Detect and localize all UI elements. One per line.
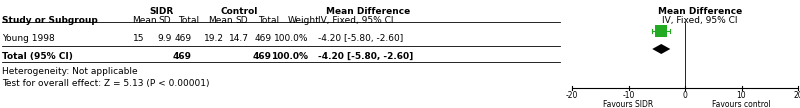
Text: 100.0%: 100.0% (274, 34, 308, 43)
Text: IV, Fixed, 95% CI: IV, Fixed, 95% CI (318, 16, 394, 25)
Text: 100.0%: 100.0% (271, 52, 308, 61)
Text: Study or Subgroup: Study or Subgroup (2, 16, 98, 25)
Text: Mean Difference: Mean Difference (326, 7, 410, 16)
Polygon shape (652, 44, 670, 54)
Text: Total (95% CI): Total (95% CI) (2, 52, 73, 61)
Text: Mean Difference: Mean Difference (658, 7, 742, 16)
Text: SD: SD (235, 16, 248, 25)
Text: 10: 10 (737, 91, 746, 100)
Text: 469: 469 (173, 52, 192, 61)
Text: 14.7: 14.7 (229, 34, 249, 43)
Text: Control: Control (220, 7, 258, 16)
Text: Total: Total (178, 16, 199, 25)
Text: Test for overall effect: Z = 5.13 (P < 0.00001): Test for overall effect: Z = 5.13 (P < 0… (2, 79, 210, 88)
Text: 469: 469 (253, 52, 272, 61)
Text: SD: SD (158, 16, 170, 25)
Text: 469: 469 (255, 34, 272, 43)
Text: Mean: Mean (208, 16, 233, 25)
Bar (655, 25, 667, 37)
Text: -10: -10 (622, 91, 634, 100)
Text: -4.20 [-5.80, -2.60]: -4.20 [-5.80, -2.60] (318, 34, 403, 43)
Text: 9.9: 9.9 (158, 34, 172, 43)
Text: Heterogeneity: Not applicable: Heterogeneity: Not applicable (2, 67, 138, 76)
Text: Mean: Mean (132, 16, 157, 25)
Text: -20: -20 (566, 91, 578, 100)
Text: Favours control: Favours control (712, 100, 771, 108)
Text: 20: 20 (793, 91, 800, 100)
Text: 469: 469 (175, 34, 192, 43)
Text: IV, Fixed, 95% CI: IV, Fixed, 95% CI (662, 16, 738, 25)
Text: 0: 0 (682, 91, 687, 100)
Text: 15: 15 (133, 34, 144, 43)
Text: 19.2: 19.2 (204, 34, 224, 43)
Text: Total: Total (258, 16, 279, 25)
Text: Weight: Weight (288, 16, 320, 25)
Text: Young 1998: Young 1998 (2, 34, 54, 43)
Text: Favours SIDR: Favours SIDR (603, 100, 654, 108)
Text: -4.20 [-5.80, -2.60]: -4.20 [-5.80, -2.60] (318, 52, 414, 61)
Text: SIDR: SIDR (149, 7, 173, 16)
